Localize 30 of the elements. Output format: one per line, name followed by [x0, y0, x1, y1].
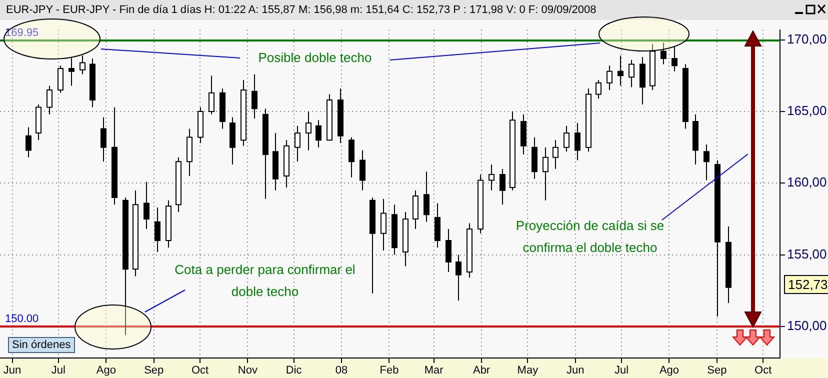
x-tick-label: Jul [614, 364, 629, 377]
x-tick-label: Feb [380, 364, 399, 377]
x-tick-label: 08 [335, 364, 348, 377]
x-tick-label: Jun [3, 364, 22, 377]
x-tick-label: Jul [51, 364, 66, 377]
annotation: Cota a perder para confirmar el doble techo [174, 261, 356, 301]
annotation: Proyección de caída si se confirma el doble techo [514, 217, 666, 257]
y-tick-label: 165,00 [787, 103, 827, 118]
x-tick-label: Mar [424, 364, 444, 377]
x-tick-label: Dic [286, 364, 302, 377]
x-tick-label: Oct [191, 364, 209, 377]
x-tick-label: Abr [472, 364, 490, 377]
text: 152,73 [784, 275, 828, 294]
y-tick-label: 170,00 [787, 31, 827, 46]
y-tick-label: 155,00 [787, 246, 827, 262]
x-tick-label: May [517, 364, 539, 377]
y-tick-label: 160,00 [787, 174, 827, 190]
x-tick-label: Sep [144, 364, 164, 377]
x-tick-label: Ago [659, 364, 680, 377]
ref-line-label: 169.95 [5, 27, 39, 40]
annotation: Sin órdenes [8, 337, 75, 353]
x-tick-label: Sep [707, 364, 727, 377]
y-tick-label: 150,00 [787, 318, 827, 334]
x-tick-label: Oct [754, 364, 772, 377]
annotation: Posible doble techo [257, 49, 373, 67]
x-tick-label: Nov [238, 364, 258, 377]
ref-line-label: 150.00 [5, 313, 39, 325]
chart-title: EUR-JPY - EUR-JPY - Fin de día 1 días H: 01:22 A: 155,87 M: 156,98 m: 151,64 C: 152,73 P : 171,98 V: 0 F: 09/09/2008 [0, 0, 828, 20]
x-tick-label: Ago [96, 364, 116, 377]
x-tick-label: Jun [566, 364, 584, 377]
